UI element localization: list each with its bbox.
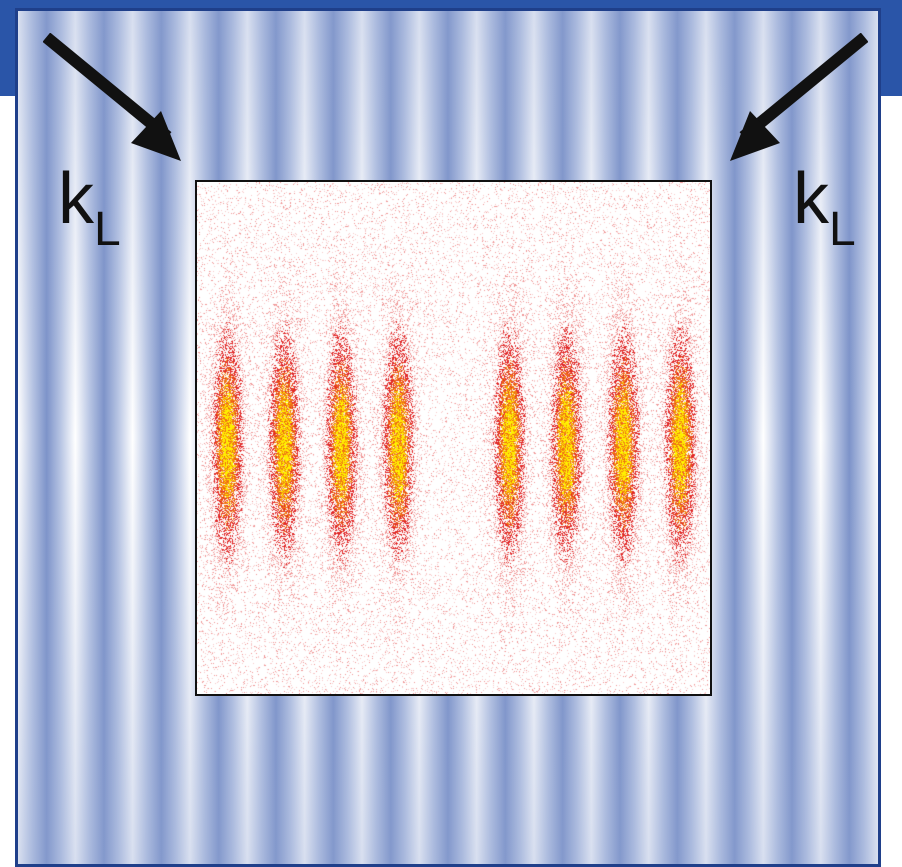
interference-fringes — [197, 182, 710, 694]
beam-label-right-sub: L — [829, 203, 856, 256]
beam-label-left-main: k — [58, 159, 94, 239]
arrow-down-right-icon — [43, 33, 181, 161]
beam-label-left: kL — [58, 163, 121, 254]
beam-label-right: kL — [793, 163, 856, 254]
arrow-down-left-icon — [730, 33, 868, 161]
beam-label-right-main: k — [793, 159, 829, 239]
figure-frame: kL kL — [15, 8, 881, 867]
interference-image-inset — [195, 180, 712, 696]
beam-label-left-sub: L — [94, 203, 121, 256]
